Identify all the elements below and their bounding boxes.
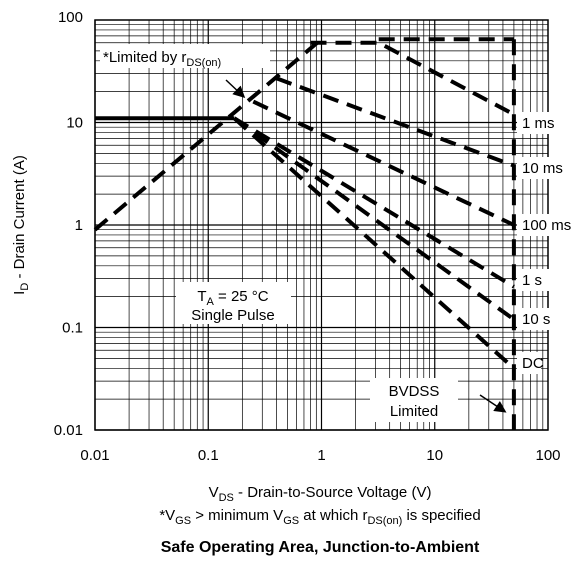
conditions-label-line2: Single Pulse	[191, 307, 274, 324]
conditions-label: TA = 25 °C	[197, 288, 268, 308]
series-line-10-ms	[275, 76, 515, 168]
bvdss-arrow	[479, 394, 507, 413]
x-tick-label: 1	[317, 447, 325, 464]
series-label-dc: DC	[522, 355, 544, 372]
y-tick-label: 1	[75, 217, 83, 234]
conditions-label-bg	[176, 282, 291, 324]
series-label-bg-10-ms	[517, 157, 568, 179]
series-layer: 1 ms 10 ms 100 ms 1 s 10 s DC	[93, 37, 577, 430]
series-line-1-ms	[310, 40, 515, 117]
x-tick-label: 0.01	[80, 447, 109, 464]
series-label-100-ms: 100 ms	[522, 217, 571, 234]
limited-by-label: *Limited by rDS(on)	[103, 49, 221, 69]
x-tick-label: 10	[426, 447, 443, 464]
tick-labels: 0.01 0.1 1 10 100 0.01 0.1 1 10 100	[54, 9, 561, 464]
footnote: *VGS > minimum VGS at which rDS(on) is s…	[159, 507, 480, 527]
series-label-bg-dc	[517, 352, 541, 374]
x-axis-title: VDS - Drain-to-Source Voltage (V)	[209, 484, 432, 504]
series-line-1-s	[233, 116, 515, 289]
series-label-bg-100-ms	[517, 214, 577, 236]
series-label-bg-1-s	[517, 269, 550, 291]
series-label-bg-1-ms	[517, 112, 559, 134]
bvdss-label-bg	[370, 378, 458, 422]
limited-by-label-bg	[100, 44, 270, 68]
x-tick-label: 100	[535, 447, 560, 464]
chart-title: Safe Operating Area, Junction-to-Ambient	[161, 539, 480, 556]
bvdss-label-line1: BVDSS	[389, 383, 440, 400]
y-axis-title: ID - Drain Current (A)	[11, 155, 31, 295]
y-tick-label: 100	[58, 9, 83, 26]
series-line-dc	[232, 116, 516, 370]
limited-by-arrow	[225, 79, 246, 99]
series-label-10-s: 10 s	[522, 311, 550, 328]
y-tick-label: 10	[66, 115, 83, 132]
series-label-1-ms: 1 ms	[522, 115, 555, 132]
series-label-bg-10-s	[517, 308, 559, 330]
grid-lines	[94, 20, 548, 431]
series-line-10-s	[233, 116, 516, 322]
series-label-1-s: 1 s	[522, 272, 542, 289]
y-tick-label: 0.01	[54, 422, 83, 439]
series-label-10-ms: 10 ms	[522, 160, 563, 177]
bvdss-label-line2: Limited	[390, 403, 438, 420]
x-tick-label: 0.1	[198, 447, 219, 464]
y-tick-label: 0.1	[62, 320, 83, 337]
series-line-100-ms	[252, 99, 515, 227]
